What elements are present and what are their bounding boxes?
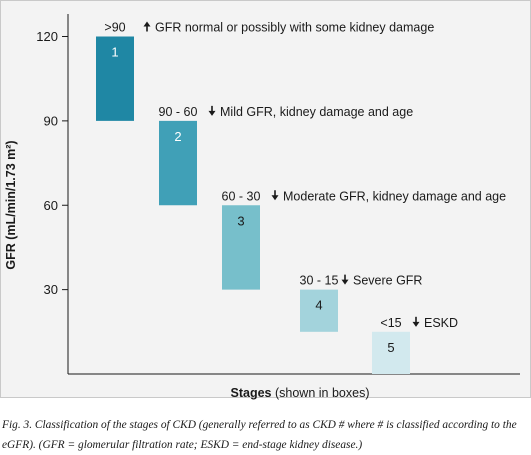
stage-range-label: 60 - 30 xyxy=(222,189,261,203)
stage-description: Mild GFR, kidney damage and age xyxy=(220,105,413,119)
stage-4: 30 - 15 4 Severe GFR xyxy=(300,274,422,332)
stage-number: 1 xyxy=(111,45,118,60)
stage-bar xyxy=(222,205,260,290)
y-tick-label: 30 xyxy=(44,282,58,297)
stage-description: ESKD xyxy=(424,316,458,330)
stage-number: 5 xyxy=(387,340,394,355)
figure-caption: Fig. 3. Classification of the stages of … xyxy=(2,419,517,451)
stage-5: <15 5 ESKD xyxy=(372,316,458,374)
stage-range-label: <15 xyxy=(380,316,401,330)
axes: 30 60 90 120 xyxy=(36,14,520,375)
y-tick-label: 90 xyxy=(44,113,58,128)
arrow-down-icon xyxy=(208,105,216,116)
stage-1: >90 1 GFR normal or possibly with some kid… xyxy=(96,21,434,121)
stage-number: 3 xyxy=(237,213,244,228)
y-axis-title: GFR (mL/min/1.73 m²) xyxy=(4,140,18,269)
stage-bar xyxy=(96,36,134,121)
arrow-down-icon xyxy=(271,190,279,201)
stage-bar xyxy=(159,120,197,206)
stage-description: GFR normal or possibly with some kidney … xyxy=(155,21,434,35)
chart-panel xyxy=(0,0,531,398)
stage-number: 2 xyxy=(174,129,181,144)
x-axis-title-bold: Stages xyxy=(231,386,272,400)
arrow-down-icon xyxy=(412,316,420,327)
chart-marks: >90 1 GFR normal or possibly with some kid… xyxy=(96,21,506,374)
stage-range-label: >90 xyxy=(104,21,125,35)
arrow-down-icon xyxy=(341,274,349,285)
stage-3: 60 - 30 3 Moderate GFR, kidney damage and … xyxy=(222,189,506,290)
arrow-up-icon xyxy=(143,21,151,32)
x-axis-title: Stages (shown in boxes) xyxy=(231,386,370,400)
x-axis-title-rest: (shown in boxes) xyxy=(272,386,370,400)
stage-number: 4 xyxy=(315,298,322,313)
stage-description: Severe GFR xyxy=(353,274,422,288)
stage-bar xyxy=(300,289,338,332)
stage-range-label: 90 - 60 xyxy=(159,105,198,119)
y-tick-label: 120 xyxy=(36,29,58,44)
gfr-stage-chart: 30 60 90 120 >90 1 GFR normal or possibly wit… xyxy=(4,14,520,400)
stage-description: Moderate GFR, kidney damage and age xyxy=(283,189,506,203)
stage-2: 90 - 60 2 Mild GFR, kidney damage and age xyxy=(159,105,413,206)
stage-range-label: 30 - 15 xyxy=(300,274,339,288)
stage-bar xyxy=(372,331,410,374)
y-tick-label: 60 xyxy=(44,198,58,213)
